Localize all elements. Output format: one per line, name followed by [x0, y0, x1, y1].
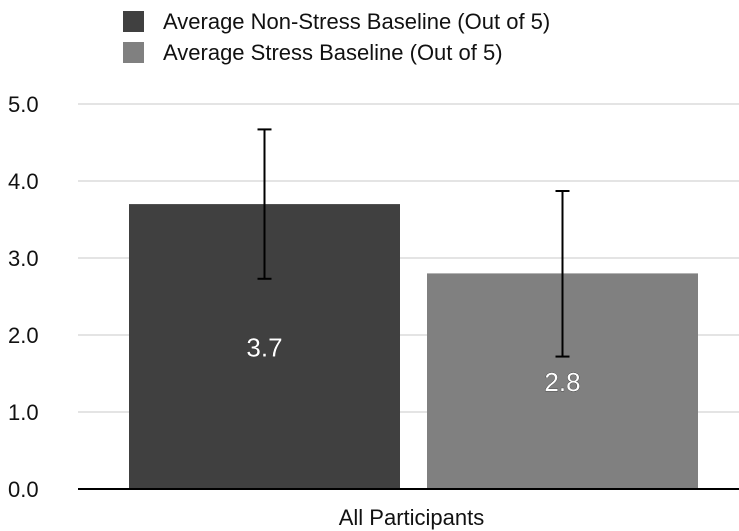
data-label: 2.8 [544, 367, 580, 397]
y-tick-label: 3.0 [8, 246, 39, 271]
legend-item-non-stress: Average Non-Stress Baseline (Out of 5) [123, 6, 550, 37]
legend-swatch-non-stress [123, 11, 144, 32]
data-label: 3.7 [246, 333, 282, 363]
y-tick-label: 1.0 [8, 400, 39, 425]
x-category-label: All Participants [339, 505, 485, 530]
legend-label-non-stress: Average Non-Stress Baseline (Out of 5) [163, 8, 551, 34]
legend-swatch-stress [123, 42, 144, 63]
y-tick-label: 4.0 [8, 169, 39, 194]
y-tick-label: 0.0 [8, 477, 39, 502]
bars [129, 204, 698, 489]
y-tick-label: 5.0 [8, 92, 39, 117]
y-axis-ticks: 0.0 1.0 2.0 3.0 4.0 5.0 [8, 92, 39, 502]
legend-item-stress: Average Stress Baseline (Out of 5) [123, 37, 550, 68]
legend: Average Non-Stress Baseline (Out of 5) A… [123, 6, 550, 68]
x-axis: All Participants [78, 488, 739, 530]
value-labels: 3.7 2.8 [246, 332, 581, 397]
y-tick-label: 2.0 [8, 323, 39, 348]
error-bars [257, 128, 570, 358]
legend-label-stress: Average Stress Baseline (Out of 5) [163, 39, 503, 65]
